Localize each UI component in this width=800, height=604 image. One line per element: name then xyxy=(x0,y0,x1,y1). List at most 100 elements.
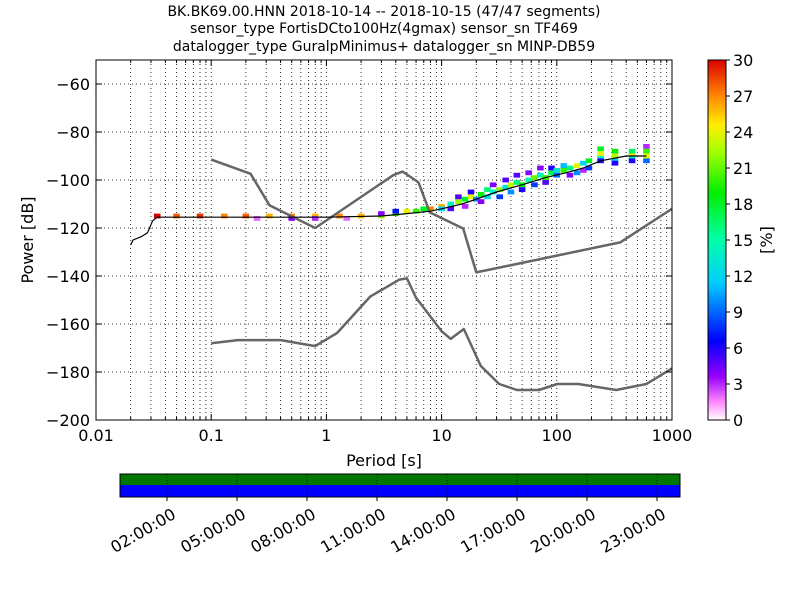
heatmap-cell xyxy=(585,158,593,164)
heatmap-cell xyxy=(643,158,650,164)
heatmap-cell xyxy=(336,213,343,219)
heatmap-cell xyxy=(548,170,555,176)
heatmap-cell xyxy=(611,153,619,159)
heatmap-cell xyxy=(585,165,593,171)
x-tick-label: 10 xyxy=(431,426,451,445)
y-tick-label: −120 xyxy=(46,219,90,238)
time-tick-label: 02:00:00 xyxy=(107,504,179,556)
heatmap-cell xyxy=(513,180,521,185)
x-axis-ticks: 0.01 0.1 1 10 100 1000 xyxy=(78,60,692,445)
plot-area xyxy=(96,60,672,420)
colorbar-tick-label: 6 xyxy=(733,339,743,358)
colorbar-tick-label: 27 xyxy=(733,87,753,106)
heatmap-cell xyxy=(611,158,619,164)
heatmap-cell xyxy=(537,172,544,178)
time-tick-label: 20:00:00 xyxy=(527,504,599,556)
heatmap-cell xyxy=(518,187,526,192)
heatmap-cell xyxy=(643,148,650,154)
coverage-bar-frame xyxy=(119,473,681,498)
heatmap-cell xyxy=(489,189,497,195)
heatmap-cell xyxy=(643,144,650,149)
mode-line xyxy=(130,155,647,246)
heatmap-cell xyxy=(467,194,475,200)
colorbar-tick-label: 18 xyxy=(733,195,753,214)
x-tick-label: 1000 xyxy=(652,426,693,445)
heatmap-cell xyxy=(537,165,544,171)
time-tick-label: 11:00:00 xyxy=(317,504,389,556)
chart-title-line-2: sensor_type FortisDCto100Hz(4gmax) senso… xyxy=(190,21,578,37)
noise-model-high-line xyxy=(210,158,672,274)
heatmap-cell xyxy=(343,216,350,221)
colorbar-ticks: 0 3 6 9 12 15 18 21 24 27 30 xyxy=(726,51,753,430)
heatmap-cell xyxy=(597,151,604,156)
noise-model-lines xyxy=(130,155,672,392)
time-tick-label: 17:00:00 xyxy=(457,504,529,556)
heatmap-cell xyxy=(242,213,250,219)
noise-model-low-line xyxy=(211,277,672,392)
heatmap-cell xyxy=(461,196,469,202)
coverage-bar-bottom xyxy=(120,485,680,497)
colorbar-tick-label: 3 xyxy=(733,375,743,394)
heatmap-cell xyxy=(467,189,475,195)
coverage-bar-top xyxy=(120,474,680,485)
heatmap-cell xyxy=(502,177,509,183)
heatmap-cell xyxy=(153,213,161,219)
heatmap-cell xyxy=(455,194,462,200)
heatmap-cell xyxy=(531,182,538,188)
heatmap-cell xyxy=(196,213,204,219)
heatmap-cell xyxy=(420,206,428,212)
colorbar-tick-label: 30 xyxy=(733,51,753,70)
heatmap-cell xyxy=(628,148,636,154)
heatmap-cell xyxy=(496,187,504,192)
heatmap-cell xyxy=(403,208,411,214)
heatmap-cell xyxy=(542,180,549,185)
heatmap-cell xyxy=(447,206,454,212)
heatmap-cell xyxy=(573,163,581,168)
heatmap-cell xyxy=(580,160,587,166)
chart-title-line-1: BK.BK69.00.HNN 2018-10-14 -- 2018-10-15 … xyxy=(167,4,600,20)
x-tick-label: 0.01 xyxy=(78,426,114,445)
heatmap-cell xyxy=(496,194,504,200)
heatmap-cell xyxy=(553,168,561,173)
heatmap-cell xyxy=(477,192,485,197)
heatmap-cell xyxy=(221,213,228,219)
y-tick-label: −100 xyxy=(46,171,90,190)
heatmap-cell xyxy=(566,172,574,178)
x-tick-label: 100 xyxy=(542,426,573,445)
heatmap-cell xyxy=(447,201,454,207)
heatmap-cell xyxy=(378,211,385,216)
heatmap-cell xyxy=(573,170,581,176)
plot-frame xyxy=(95,59,673,421)
heatmap-cells xyxy=(153,144,650,221)
colorbar-tick-label: 0 xyxy=(733,411,743,430)
heatmap-cell xyxy=(507,189,515,195)
time-tick-label: 05:00:00 xyxy=(177,504,249,556)
heatmap-cell xyxy=(455,199,462,204)
colorbar-tick-label: 12 xyxy=(733,267,753,286)
heatmap-cell xyxy=(502,184,509,190)
heatmap-cell xyxy=(548,165,555,171)
y-axis-ticks: −60 −80 −100 −120 −140 −160 −180 −200 xyxy=(46,75,672,430)
colorbar xyxy=(707,59,727,421)
time-tick-label: 14:00:00 xyxy=(387,504,459,556)
colorbar-tick-label: 24 xyxy=(733,123,753,142)
heatmap-cell xyxy=(412,208,420,214)
y-tick-label: −200 xyxy=(46,411,90,430)
time-tick-label: 23:00:00 xyxy=(597,504,669,556)
colorbar-tick-label: 15 xyxy=(733,231,753,250)
y-tick-label: −60 xyxy=(56,75,90,94)
colorbar-tick-label: 9 xyxy=(733,303,743,322)
heatmap-cell xyxy=(611,148,619,154)
heatmap-cell xyxy=(311,216,319,221)
colorbar-tick-label: 21 xyxy=(733,159,753,178)
colorbar-label: [%] xyxy=(757,226,776,254)
heatmap-cell xyxy=(484,194,491,200)
grid-lines xyxy=(96,60,672,420)
y-tick-label: −180 xyxy=(46,363,90,382)
heatmap-cell xyxy=(628,158,636,164)
time-tick-label: 08:00:00 xyxy=(247,504,319,556)
heatmap-cell xyxy=(392,208,400,214)
x-tick-label: 0.1 xyxy=(198,426,223,445)
heatmap-cell xyxy=(525,177,532,183)
